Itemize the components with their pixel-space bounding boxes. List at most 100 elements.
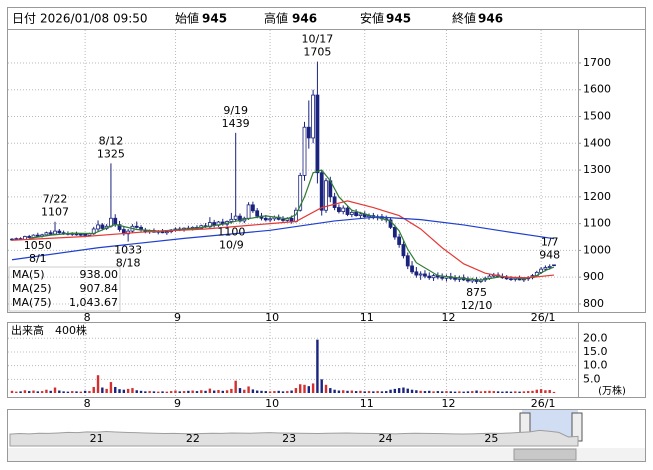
volume-bar [23,390,27,393]
volume-bar [58,390,61,393]
volume-bar [329,388,332,393]
volume-bar [251,389,255,393]
volume-title: 出来高 400株 [11,323,87,337]
volume-bar [277,390,280,393]
volume-bar [475,390,478,393]
candle-body [27,236,32,238]
volume-bar [118,389,121,393]
volume-bar [509,391,513,393]
volume-bar [281,391,285,393]
candle-body [48,232,53,235]
candle-body [453,277,457,280]
candle-body [319,172,324,211]
annotation-value: 875 [466,286,487,299]
volume-bar [548,389,551,393]
candle-body [440,276,445,279]
scrollbar-thumb[interactable] [513,448,577,461]
volume-bar [385,391,388,393]
volume-bar [268,391,272,393]
quote-field-value: 945 [202,12,227,26]
x-tick-label: 10 [265,311,279,324]
candle-body [302,126,307,176]
volume-bar [496,391,500,393]
volume-bar [40,391,44,393]
volume-bar [432,391,435,393]
candle-body [504,277,509,280]
volume-bar [169,391,173,393]
volume-bar [234,380,237,393]
quote-field-value: 946 [478,12,503,26]
quote-field-name: 高値 [264,11,288,26]
candle-body [349,211,354,215]
volume-bar [10,390,14,393]
volume-bar [423,391,427,393]
volume-bar [221,390,224,393]
volume-bar [247,386,250,393]
ma-line [11,200,555,279]
candle-body [117,224,122,230]
volume-bar [522,391,526,393]
x-tick-label: 12 [441,311,455,324]
annotation-value: 1325 [97,147,125,160]
annotation-date: 10/9 [219,239,244,252]
volume-bar [32,390,35,393]
candle-body [427,275,432,279]
x-tick-label: 12 [441,397,455,410]
volume-bar [238,388,242,393]
price-panel [7,29,646,313]
volume-bar [393,388,397,393]
volume-bar [544,390,547,393]
volume-bar [182,391,186,393]
volume-bar [316,339,319,393]
navigator-label: 24 [378,432,392,445]
x-tick-label: 11 [360,397,374,410]
y-tick-label: 1100 [583,217,611,230]
candle-body [332,196,337,208]
candle-body [345,207,350,215]
candle-body [250,204,255,212]
candle-body [109,217,113,227]
volume-bar [165,391,169,393]
volume-bar [243,389,246,393]
volume-bar [174,390,177,393]
volume-bar [109,382,113,393]
volume-bar [62,391,65,393]
volume-bar [71,391,74,393]
volume-bar [144,391,147,393]
volume-bar [122,389,126,393]
candle-body [134,225,139,228]
scrollbar-track[interactable] [8,448,645,461]
legend-label: MA(5) [12,268,45,281]
volume-bar [526,391,530,393]
volume-bar [514,391,517,393]
y-tick-label: 1200 [583,190,611,203]
volume-bar [28,391,31,393]
candle-body [44,232,49,236]
annotation-value: 1107 [41,206,69,219]
candle-body [298,175,303,211]
volume-bar [36,391,40,393]
annotation-date: 10/17 [302,33,334,46]
candle-body [263,217,268,221]
y-tick-label: 1000 [583,243,611,256]
volume-bar [264,391,267,393]
candle-body [547,266,552,268]
candle-body [289,217,294,222]
volume-bar [212,390,216,393]
volume-bar [535,389,538,393]
volume-bar [354,391,358,393]
x-tick-label: 11 [360,311,374,324]
x-tick-label: 26/1 [531,397,556,410]
volume-bar [19,391,22,393]
volume-bar [195,391,199,393]
legend-label: MA(75) [12,296,52,309]
volume-bar [178,391,181,393]
volume-bar [92,386,95,393]
candle-body [552,264,556,267]
candle-body [96,224,100,230]
volume-bar [148,391,151,393]
volume-bar [350,390,354,393]
volume-bar [79,391,83,393]
quote-field-value: 945 [386,12,411,26]
